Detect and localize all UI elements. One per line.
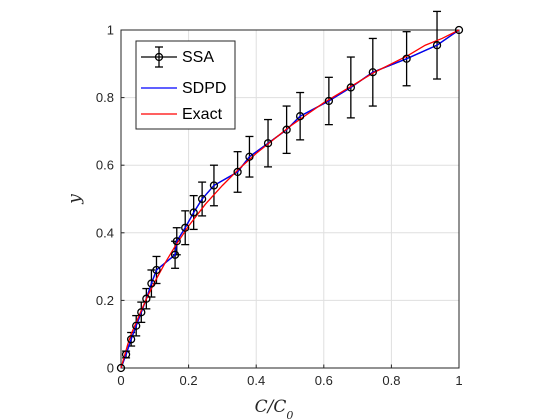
x-tick-label: 1 bbox=[455, 373, 462, 388]
y-tick-label: 0.4 bbox=[96, 225, 114, 240]
y-tick-label: 0.8 bbox=[96, 90, 114, 105]
y-tick-label: 0.2 bbox=[96, 293, 114, 308]
legend: SSA SDPD Exact bbox=[136, 41, 235, 129]
x-tick-label: 0.2 bbox=[180, 373, 198, 388]
legend-label-exact: Exact bbox=[182, 106, 223, 123]
legend-label-ssa: SSA bbox=[182, 49, 214, 66]
y-tick-label: 1 bbox=[107, 23, 114, 38]
y-tick-label: 0 bbox=[107, 361, 114, 376]
x-tick-label: 0.8 bbox=[382, 373, 400, 388]
x-tick-label: 0 bbox=[117, 373, 124, 388]
x-tick-label: 0.4 bbox=[247, 373, 265, 388]
x-tick-label: 0.6 bbox=[315, 373, 333, 388]
y-axis-ticks: 0 0.2 0.4 0.6 0.8 1 bbox=[96, 23, 125, 376]
y-tick-label: 0.6 bbox=[96, 158, 114, 173]
x-axis-label: C/C0 bbox=[255, 397, 294, 420]
legend-label-sdpd: SDPD bbox=[182, 80, 226, 97]
y-axis-label: y bbox=[65, 194, 85, 205]
